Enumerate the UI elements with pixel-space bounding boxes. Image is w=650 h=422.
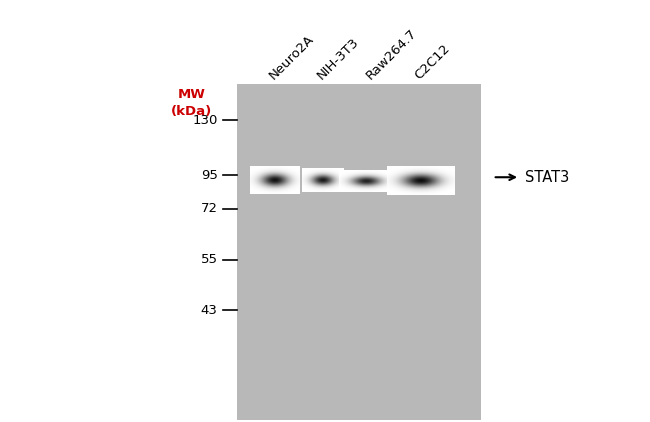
Text: (kDa): (kDa) <box>171 106 213 118</box>
Text: STAT3: STAT3 <box>525 170 569 185</box>
Text: NIH-3T3: NIH-3T3 <box>315 35 361 82</box>
Text: C2C12: C2C12 <box>412 42 452 82</box>
Text: 130: 130 <box>192 114 218 127</box>
Text: MW: MW <box>178 89 205 101</box>
Text: 43: 43 <box>201 304 218 316</box>
Text: Neuro2A: Neuro2A <box>267 32 317 82</box>
Text: 95: 95 <box>201 169 218 181</box>
Text: 55: 55 <box>201 253 218 266</box>
Bar <box>237 84 481 420</box>
Text: 72: 72 <box>201 203 218 215</box>
Text: Raw264.7: Raw264.7 <box>363 27 419 82</box>
